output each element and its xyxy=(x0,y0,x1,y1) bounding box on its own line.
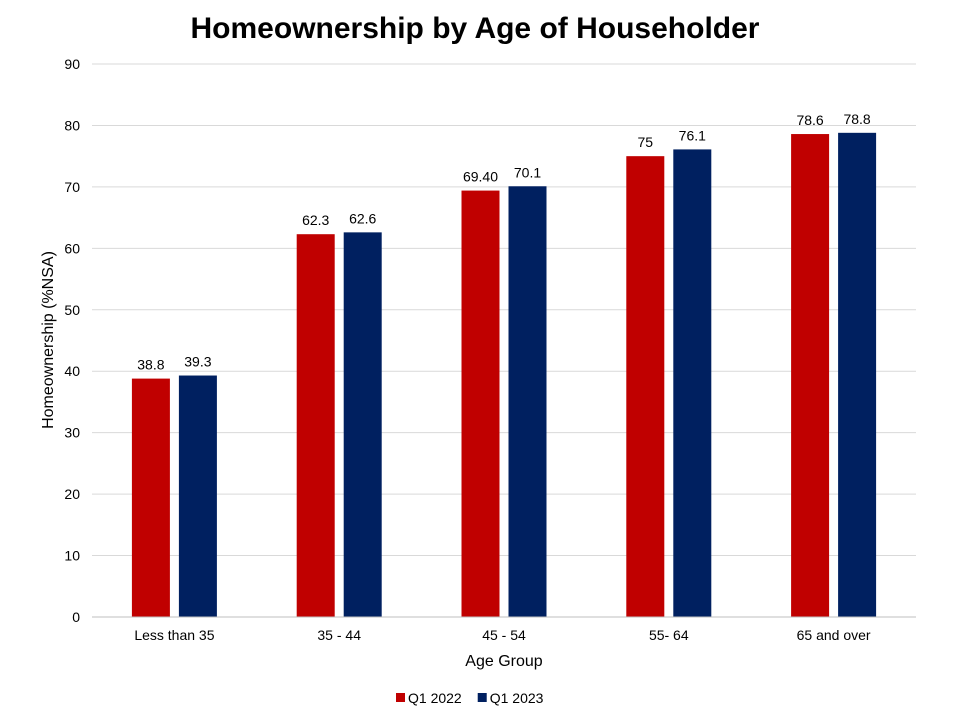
data-label: 69.40 xyxy=(463,169,498,185)
y-tick-label: 40 xyxy=(64,363,80,379)
bar xyxy=(131,378,170,617)
x-tick-label: Less than 35 xyxy=(134,627,214,643)
y-tick-label: 10 xyxy=(64,548,80,564)
y-tick-label: 90 xyxy=(64,56,80,72)
x-axis-label: Age Group xyxy=(465,653,542,670)
bars xyxy=(131,132,877,617)
legend-label: Q1 2022 xyxy=(408,690,462,706)
bar xyxy=(296,234,335,617)
legend-label: Q1 2023 xyxy=(490,690,544,706)
x-tick-label: 55- 64 xyxy=(649,627,689,643)
y-tick-label: 20 xyxy=(64,486,80,502)
data-labels: 38.8 39.3 62.3 62.6 69.40 70.1 75 76.1 78.6 78.8 xyxy=(137,111,871,373)
data-label: 78.6 xyxy=(796,112,823,128)
legend-swatch xyxy=(477,693,487,702)
bar xyxy=(673,149,712,617)
bar xyxy=(461,190,500,617)
y-tick-label: 60 xyxy=(64,240,80,256)
y-axis: 0 10 20 30 40 50 60 70 80 90 xyxy=(64,56,80,625)
chart-title: Homeownership by Age of Householder xyxy=(190,12,760,45)
data-label: 38.8 xyxy=(137,357,164,373)
y-tick-label: 80 xyxy=(64,117,80,133)
data-label: 75 xyxy=(638,134,654,150)
bar xyxy=(343,232,382,617)
bar xyxy=(626,156,665,617)
y-tick-label: 50 xyxy=(64,302,80,318)
x-tick-label: 45 - 54 xyxy=(482,627,526,643)
y-axis-label: Homeownership (%NSA) xyxy=(40,251,57,429)
x-tick-label: 35 - 44 xyxy=(317,627,361,643)
y-tick-label: 70 xyxy=(64,179,80,195)
x-axis: Less than 35 35 - 44 45 - 54 55- 64 65 and o… xyxy=(92,616,916,643)
data-label: 39.3 xyxy=(184,354,211,370)
legend: Q1 2022 Q1 2023 xyxy=(396,690,544,706)
bar xyxy=(838,132,877,617)
gridlines xyxy=(92,63,916,618)
data-label: 78.8 xyxy=(843,111,870,127)
bar xyxy=(508,186,547,617)
data-label: 70.1 xyxy=(514,164,541,180)
data-label: 62.3 xyxy=(302,212,329,228)
legend-swatch xyxy=(396,693,405,702)
data-label: 76.1 xyxy=(679,127,706,143)
x-tick-label: 65 and over xyxy=(797,627,871,643)
y-tick-label: 30 xyxy=(64,425,80,441)
y-tick-label: 0 xyxy=(72,609,80,625)
data-label: 62.6 xyxy=(349,210,376,226)
bar xyxy=(791,134,830,617)
bar xyxy=(178,375,217,617)
